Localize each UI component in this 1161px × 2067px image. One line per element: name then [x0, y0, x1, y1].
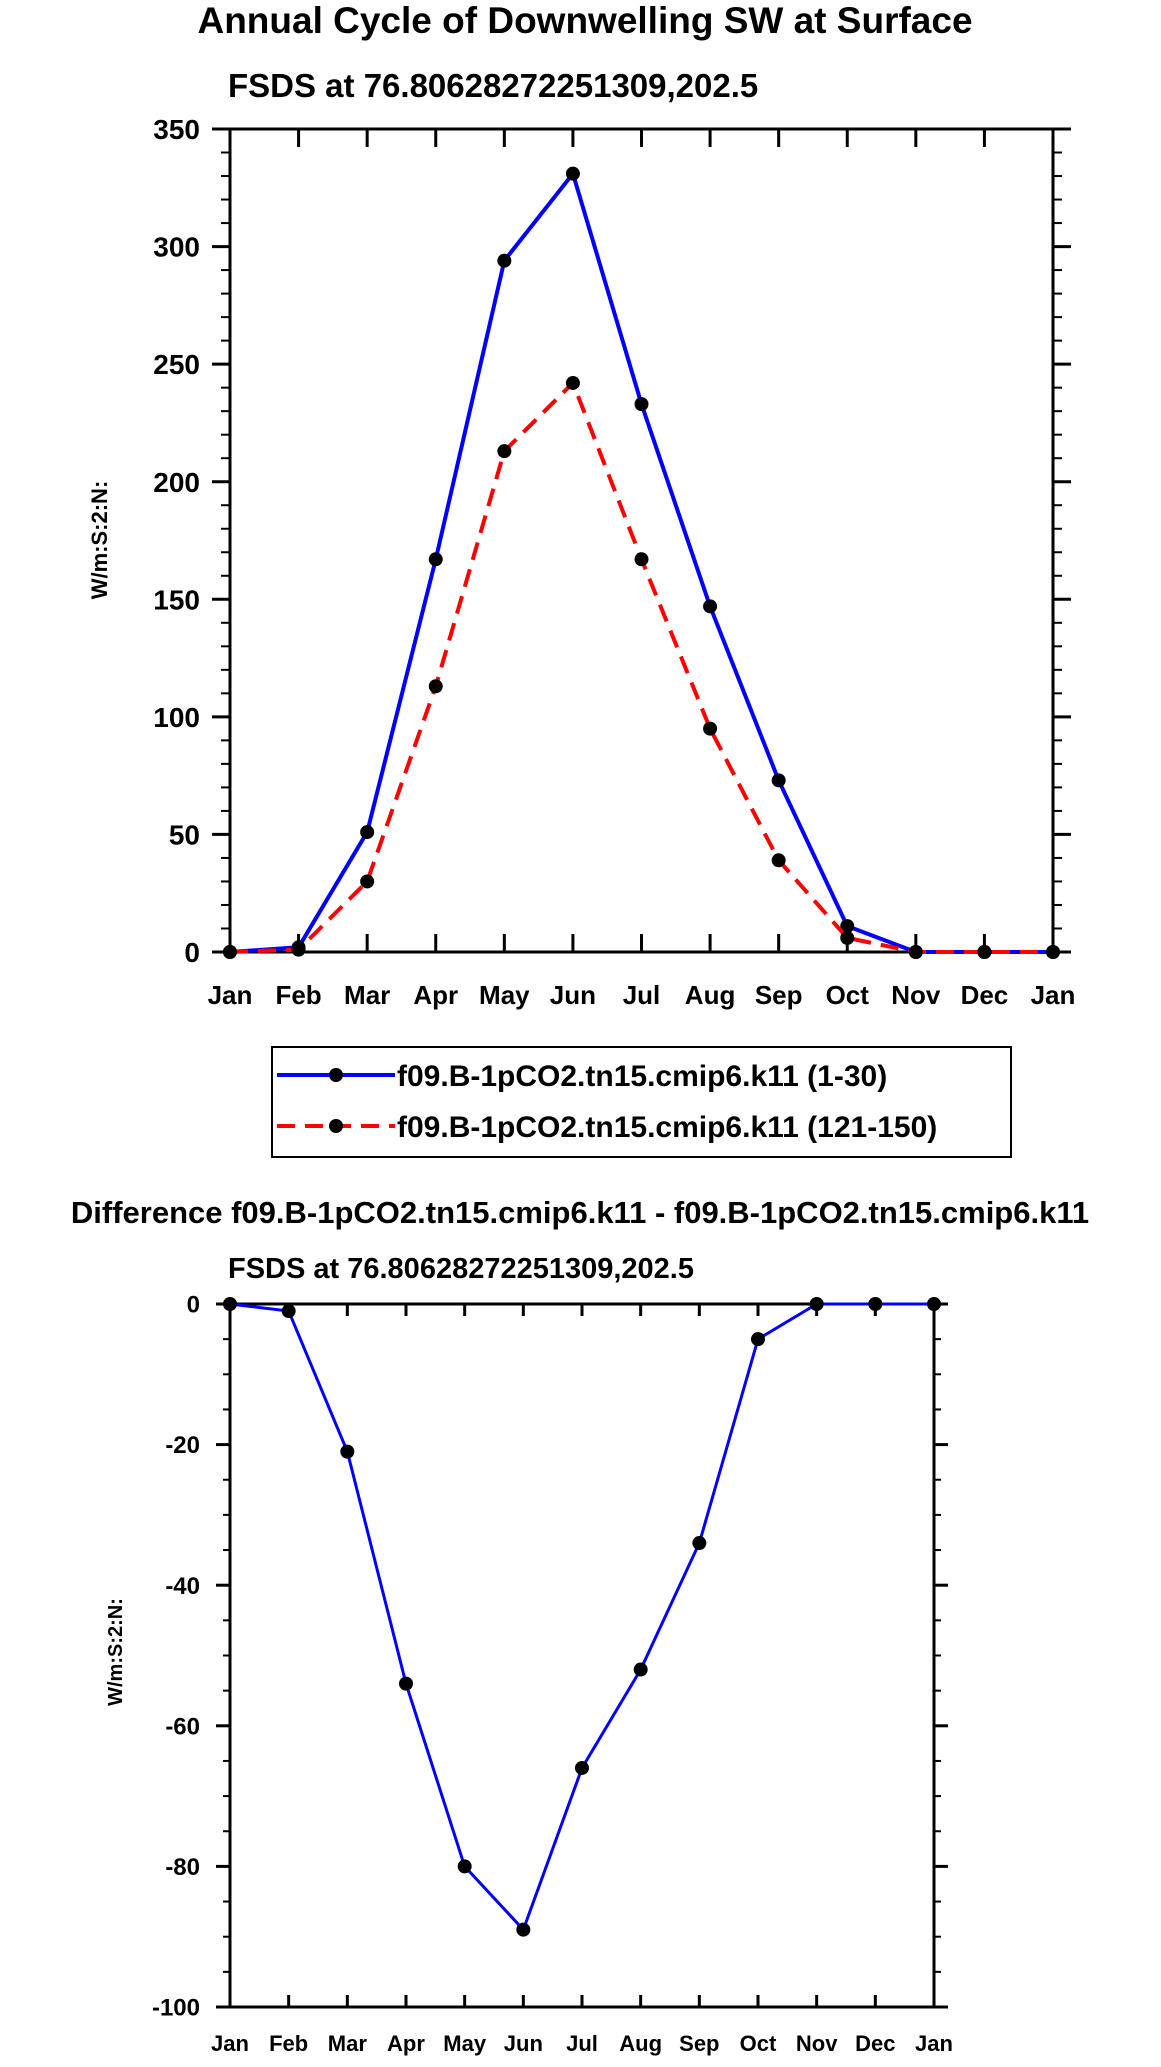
data-point: [692, 1536, 707, 1551]
y-tick-label: -60: [165, 1713, 200, 1740]
data-point: [634, 397, 649, 412]
chart1-series: [223, 166, 1060, 959]
x-tick-label: Jan: [1031, 980, 1076, 1010]
chart2-axes: Jan Feb Mar Apr May Jun Jul Aug Sep Oct Nov Dec Jan 0…: [152, 1292, 953, 2056]
data-point: [497, 253, 512, 268]
data-point: [340, 1444, 355, 1459]
x-tick-label: Aug: [685, 980, 736, 1010]
chart2-ylabel: W/m:S:2:N:: [105, 1598, 127, 1706]
x-tick-label: Mar: [328, 2031, 368, 2056]
x-tick-label: Jan: [208, 980, 253, 1010]
data-point: [575, 1760, 589, 1775]
chart2-subtitle: FSDS at 76.80628272251309,202.5: [228, 1253, 694, 1285]
x-tick-label: Dec: [855, 2031, 895, 2056]
x-tick-label: May: [443, 2031, 487, 2056]
chart1-title: Annual Cycle of Downwelling SW at Surfac…: [197, 0, 972, 41]
data-point: [565, 166, 580, 181]
chart1-frame: [228, 127, 1055, 954]
x-tick-label: Jan: [211, 2031, 249, 2056]
y-tick-label: 300: [153, 232, 200, 263]
x-tick-label: Apr: [387, 2031, 425, 2056]
data-point: [840, 919, 855, 934]
data-point: [634, 552, 649, 567]
data-point: [809, 1297, 824, 1311]
data-point: [703, 599, 718, 614]
chart-annual-cycle: Annual Cycle of Downwelling SW at Surfac…: [87, 0, 1075, 1158]
data-point: [516, 1922, 531, 1937]
legend-label-series-2: f09.B-1pCO2.tn15.cmip6.k11 (121-150): [397, 1111, 937, 1144]
x-tick-label: Feb: [275, 980, 321, 1010]
legend-box: [271, 1046, 1012, 1158]
x-tick-label: Apr: [413, 980, 458, 1010]
chart1-subtitle: FSDS at 76.80628272251309,202.5: [228, 67, 758, 104]
data-point: [223, 945, 237, 959]
data-point: [1046, 945, 1060, 959]
data-point: [399, 1676, 413, 1691]
y-tick-label: 50: [169, 820, 200, 851]
data-point: [360, 825, 375, 840]
data-point: [428, 679, 443, 694]
data-point: [291, 942, 306, 957]
y-tick-label: -40: [165, 1573, 200, 1600]
data-point: [428, 552, 443, 567]
data-point: [751, 1332, 765, 1347]
y-tick-label: 350: [153, 114, 200, 145]
data-point: [497, 444, 512, 459]
data-point: [771, 773, 786, 788]
x-tick-label: Aug: [619, 2031, 662, 2056]
y-tick-label: -80: [165, 1854, 200, 1881]
x-tick-label: Mar: [344, 980, 390, 1010]
series-line-1: [229, 1302, 934, 1932]
x-tick-label: Jan: [915, 2031, 953, 2056]
y-tick-label: 0: [187, 1292, 200, 1319]
chart1-legend: f09.B-1pCO2.tn15.cmip6.k11 (1-30) f09.B-…: [271, 1046, 1012, 1158]
x-tick-label: Jul: [623, 980, 661, 1010]
x-tick-label: Feb: [269, 2031, 308, 2056]
chart2-frame: [228, 1302, 936, 2009]
chart1-axes: Jan Feb Mar Apr May Jun Jul Aug Sep Oct Nov Dec Jan 0…: [153, 114, 1075, 1010]
chart1-ylabel: W/m:S:2:N:: [87, 481, 112, 600]
y-tick-label: 100: [153, 702, 200, 733]
legend-marker-series-1: [329, 1068, 343, 1082]
x-tick-label: May: [479, 980, 530, 1010]
x-tick-label: Sep: [755, 980, 803, 1010]
data-point: [457, 1859, 472, 1874]
data-point: [771, 853, 786, 868]
y-tick-label: 250: [153, 349, 200, 380]
y-tick-label: 0: [184, 937, 200, 968]
data-point: [703, 721, 718, 736]
y-tick-label: -100: [152, 1995, 200, 2022]
x-tick-label: Jun: [504, 2031, 543, 2056]
series-line-2: [229, 380, 1053, 954]
y-tick-label: 200: [153, 467, 200, 498]
x-tick-label: Nov: [796, 2031, 838, 2056]
legend-label-series-1: f09.B-1pCO2.tn15.cmip6.k11 (1-30): [397, 1060, 887, 1093]
y-tick-label: -20: [165, 1432, 200, 1459]
data-point: [840, 930, 855, 945]
data-point: [281, 1304, 296, 1319]
x-tick-label: Dec: [961, 980, 1009, 1010]
data-point: [565, 375, 580, 390]
y-tick-label: 150: [153, 584, 200, 615]
data-point: [927, 1297, 941, 1311]
data-point: [977, 945, 992, 959]
chart-difference: Difference f09.B-1pCO2.tn15.cmip6.k11 - …: [71, 1195, 1089, 2056]
data-point: [633, 1662, 648, 1677]
data-point: [908, 945, 923, 959]
chart2-title: Difference f09.B-1pCO2.tn15.cmip6.k11 - …: [71, 1195, 1089, 1230]
x-tick-label: Nov: [891, 980, 941, 1010]
x-tick-label: Oct: [826, 980, 870, 1010]
data-point: [360, 874, 375, 889]
chart2-series: [223, 1297, 941, 1937]
data-point: [223, 1297, 237, 1311]
x-tick-label: Jul: [566, 2031, 598, 2056]
data-point: [868, 1297, 883, 1311]
x-tick-label: Sep: [679, 2031, 719, 2056]
x-tick-label: Jun: [550, 980, 596, 1010]
x-tick-label: Oct: [740, 2031, 777, 2056]
legend-marker-series-2: [329, 1119, 343, 1133]
